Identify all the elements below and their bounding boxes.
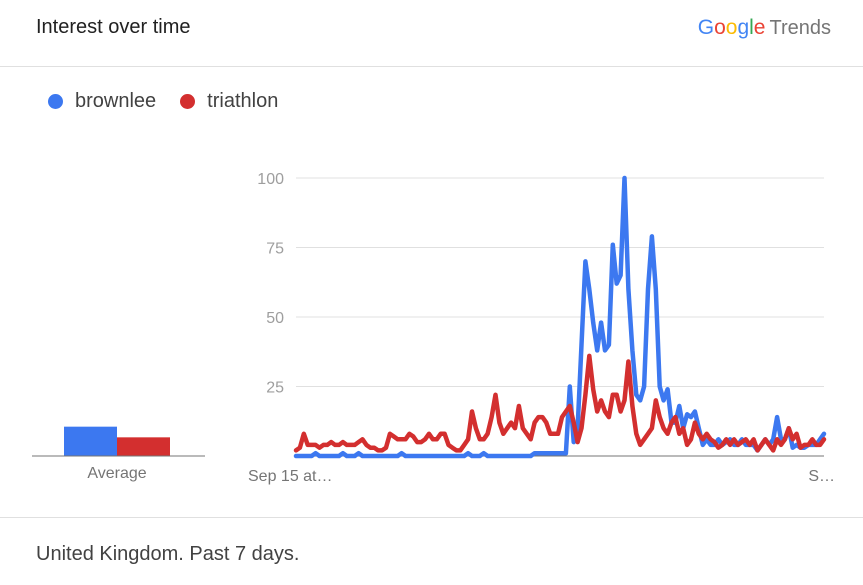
legend-dot-triathlon [180, 94, 196, 109]
y-tick-label-50: 50 [266, 310, 284, 327]
average-bars: Average [32, 426, 205, 482]
average-label: Average [87, 465, 146, 482]
average-bar-triathlon [117, 437, 170, 456]
chart-svg: 25 50 75 100 Sep 15 at… S… Average [32, 171, 835, 485]
legend: brownlee triathlon [48, 90, 302, 113]
x-tick-label-end: S… [808, 468, 835, 485]
x-tick-label-start: Sep 15 at… [248, 468, 333, 485]
footer-location-period: United Kingdom. Past 7 days. [36, 543, 300, 565]
brand-google-letter-e: e [753, 16, 766, 39]
series-lines[interactable] [293, 175, 827, 459]
series-line-triathlon [293, 353, 827, 453]
chart-title: Interest over time [36, 16, 191, 38]
brand-trends: Trends [769, 17, 831, 39]
legend-label-brownlee: brownlee [75, 90, 157, 112]
brand-google-letter-o1: o [714, 16, 726, 39]
footer-divider [0, 517, 863, 518]
brand-google-letter-g2: g [737, 16, 750, 39]
legend-dot-brownlee [48, 94, 63, 109]
gridlines [296, 177, 824, 457]
y-axis-ticks: 25 50 75 100 [257, 171, 284, 397]
legend-item-triathlon[interactable]: triathlon [180, 90, 278, 113]
brand-google-letter-g: G [697, 16, 715, 39]
y-tick-label-25: 25 [266, 380, 284, 397]
legend-item-brownlee[interactable]: brownlee [48, 90, 156, 113]
legend-label-triathlon: triathlon [207, 90, 279, 112]
y-tick-label-100: 100 [257, 171, 284, 188]
y-tick-label-75: 75 [266, 241, 284, 258]
x-axis-ticks: Sep 15 at… S… [248, 468, 835, 485]
average-bar-brownlee [64, 426, 117, 456]
brand-google-letter-l: l [749, 16, 754, 39]
brand-google-letter-o2: o [725, 16, 738, 39]
